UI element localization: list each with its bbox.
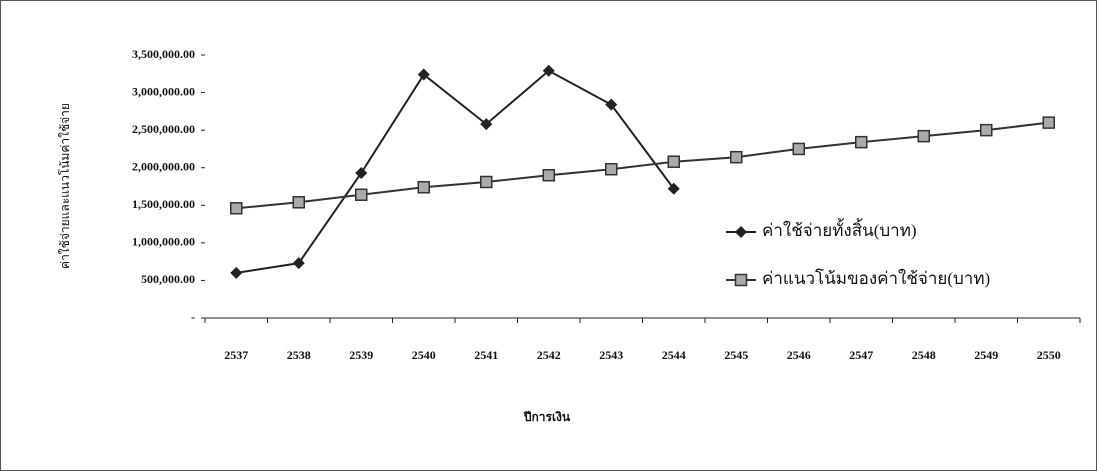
point-marker — [735, 226, 747, 238]
point-marker — [667, 155, 680, 168]
point-marker — [355, 166, 368, 179]
point-marker — [980, 123, 993, 137]
y-axis-title: ค่าใช้จ่ายและแนวโน้มค่าใช้จ่าย — [58, 103, 72, 269]
y-tick-label: 1,000,000.00 — [132, 235, 195, 249]
y-tick-label: - — [191, 310, 195, 324]
point-marker — [917, 129, 930, 143]
legend-label: ค่าใช้จ่ายทั้งสิ้น(บาท) — [762, 218, 917, 240]
x-tick-label: 2546 — [787, 348, 811, 362]
point-marker — [542, 64, 555, 77]
legend-label: ค่าแนวโน้มของค่าใช้จ่าย(บาท) — [762, 268, 990, 288]
y-tick-label: 2,500,000.00 — [132, 122, 195, 136]
x-tick-label: 2545 — [724, 348, 748, 362]
point-marker — [417, 68, 430, 81]
x-tick-label: 2547 — [849, 348, 873, 362]
series-line — [236, 121, 1049, 210]
x-tick-label: 2537 — [224, 348, 248, 362]
x-tick-label: 2538 — [287, 348, 311, 362]
y-tick-label: 500,000.00 — [141, 272, 195, 286]
series-line — [236, 69, 675, 274]
point-marker — [292, 196, 305, 209]
y-tick-label: 3,500,000.00 — [132, 47, 195, 61]
point-marker — [417, 181, 430, 194]
x-tick-label: 2541 — [474, 348, 498, 362]
x-tick-label: 2550 — [1037, 348, 1061, 362]
x-tick-label: 2540 — [412, 348, 436, 362]
point-marker — [1042, 116, 1055, 129]
x-tick-label: 2539 — [349, 348, 373, 362]
x-tick-label: 2542 — [537, 348, 561, 362]
point-marker — [730, 150, 743, 164]
point-marker — [230, 266, 243, 279]
y-tick-label: 2,000,000.00 — [132, 159, 195, 173]
point-marker — [667, 182, 680, 195]
point-marker — [792, 142, 805, 156]
point-marker — [542, 168, 555, 182]
y-tick-label: 3,000,000.00 — [132, 84, 195, 98]
point-marker — [855, 135, 868, 149]
x-tick-label: 2549 — [974, 348, 998, 362]
point-marker — [480, 118, 493, 131]
x-tick-label: 2548 — [912, 348, 936, 362]
y-tick-label: 1,500,000.00 — [132, 197, 195, 211]
point-marker — [605, 98, 618, 111]
point-marker — [292, 257, 305, 270]
x-tick-label: 2543 — [599, 348, 623, 362]
point-marker — [734, 273, 748, 287]
x-axis-title: ปีการเงิน — [523, 410, 571, 424]
x-tick-label: 2544 — [662, 348, 686, 362]
point-marker — [355, 188, 368, 202]
point-marker — [605, 162, 618, 176]
point-marker — [230, 202, 243, 215]
point-marker — [480, 175, 493, 189]
